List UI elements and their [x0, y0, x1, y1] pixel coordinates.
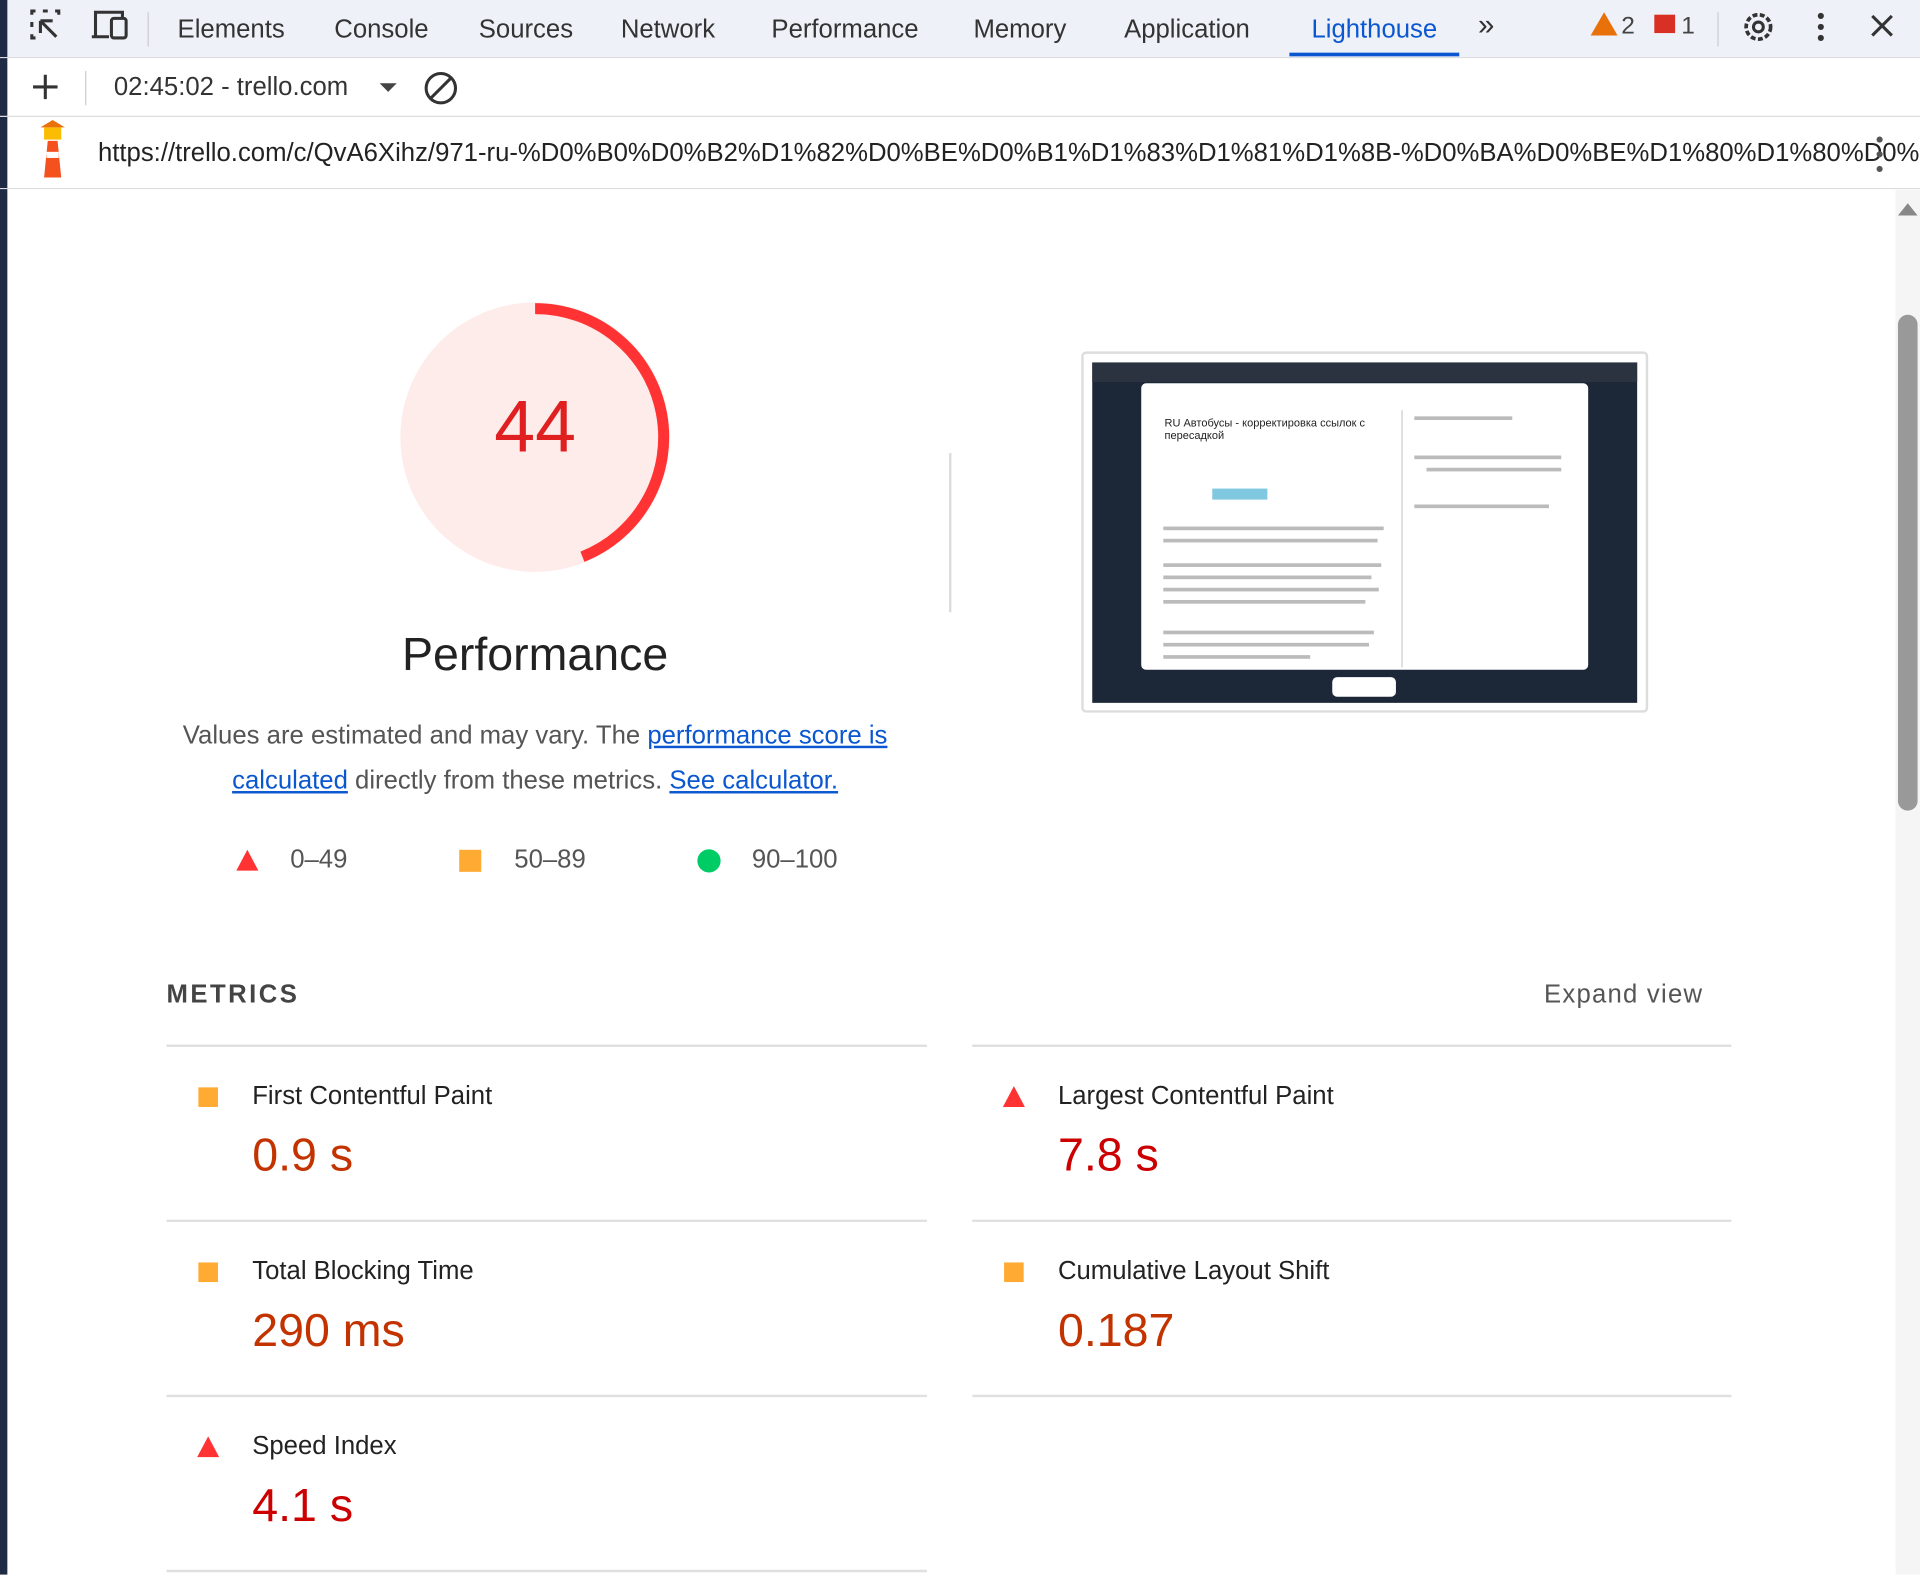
- score: 44: [494, 385, 576, 468]
- tab[interactable]: Lighthouse: [1311, 15, 1437, 43]
- device-icon[interactable]: [91, 10, 128, 40]
- tab[interactable]: Elements: [178, 15, 285, 43]
- final-screenshot[interactable]: RU Автобусы - корректировка ссылок с пер…: [1081, 351, 1649, 713]
- scrollbar-thumb[interactable]: [1897, 314, 1918, 811]
- new-report[interactable]: [33, 74, 58, 100]
- calculator-link[interactable]: See calculator.: [669, 766, 839, 795]
- more-tabs[interactable]: »: [1478, 9, 1494, 42]
- lighthouse-logo: [40, 120, 65, 178]
- dropdown-arrow[interactable]: [379, 83, 397, 92]
- metric-label: Speed Index: [252, 1432, 396, 1460]
- tab[interactable]: Application: [1124, 15, 1250, 43]
- error-count[interactable]: 1: [1681, 12, 1695, 39]
- metric-value: 7.8 s: [1058, 1129, 1159, 1181]
- metric-average-icon: [1004, 1262, 1024, 1283]
- score-description: Values are estimated and may vary. The p…: [143, 713, 927, 804]
- inspect-icon[interactable]: [30, 9, 61, 40]
- error-icon: [1654, 14, 1676, 34]
- report-menu[interactable]: [1876, 136, 1883, 173]
- report-url: https://trello.com/c/QvA6Xihz/971-ru-%D0…: [98, 139, 1920, 167]
- expand-view[interactable]: Expand view: [1544, 980, 1703, 1008]
- close-icon[interactable]: [1871, 14, 1893, 37]
- report-selector[interactable]: 02:45:02 - trello.com: [114, 73, 348, 101]
- legend-label: 50–89: [514, 846, 585, 874]
- legend-fail-icon: [236, 849, 259, 871]
- metric-label: Cumulative Layout Shift: [1058, 1257, 1329, 1285]
- legend-pass-icon: [697, 849, 721, 873]
- metric-value: 0.9 s: [252, 1129, 353, 1181]
- active-tab-indicator: [1289, 52, 1460, 57]
- description-text: Values are estimated and may vary. The: [182, 721, 648, 750]
- tab[interactable]: Network: [621, 15, 715, 43]
- scroll-up[interactable]: [1897, 203, 1918, 216]
- screenshot-title: пересадкой: [1164, 430, 1224, 442]
- metric-fail-icon: [1002, 1086, 1025, 1107]
- metrics-heading: METRICS: [167, 980, 300, 1008]
- metric-value: 290 ms: [252, 1304, 405, 1356]
- metric-label: Largest Contentful Paint: [1058, 1082, 1334, 1110]
- metric-average-icon: [198, 1087, 218, 1107]
- legend-average-icon: [459, 849, 482, 872]
- category-title: Performance: [402, 628, 668, 680]
- legend-label: 90–100: [752, 846, 838, 874]
- metric-label: Total Blocking Time: [252, 1257, 473, 1285]
- legend-label: 0–49: [290, 846, 347, 874]
- metric-fail-icon: [197, 1436, 220, 1458]
- score-link[interactable]: performance score is calculated: [232, 721, 888, 795]
- description-text: directly from these metrics.: [347, 766, 670, 795]
- left-edge: [0, 0, 8, 1575]
- settings-icon[interactable]: [1744, 12, 1773, 42]
- gauge-background: [400, 302, 670, 572]
- metric-average-icon: [198, 1262, 218, 1283]
- warning-count[interactable]: 2: [1621, 12, 1635, 39]
- screenshot-title: RU Автобусы - корректировка ссылок с: [1164, 418, 1365, 430]
- metric-value: 4.1 s: [252, 1479, 353, 1531]
- warning-icon: [1590, 12, 1618, 36]
- metric-label: First Contentful Paint: [252, 1082, 492, 1110]
- tab[interactable]: Memory: [973, 15, 1066, 43]
- metric-value: 0.187: [1058, 1304, 1174, 1356]
- tab[interactable]: Performance: [771, 15, 918, 43]
- gauge-arc: [535, 303, 670, 562]
- menu-icon[interactable]: [1817, 12, 1824, 42]
- clear-icon[interactable]: [424, 71, 458, 105]
- tab[interactable]: Sources: [479, 15, 573, 43]
- tab[interactable]: Console: [334, 15, 428, 43]
